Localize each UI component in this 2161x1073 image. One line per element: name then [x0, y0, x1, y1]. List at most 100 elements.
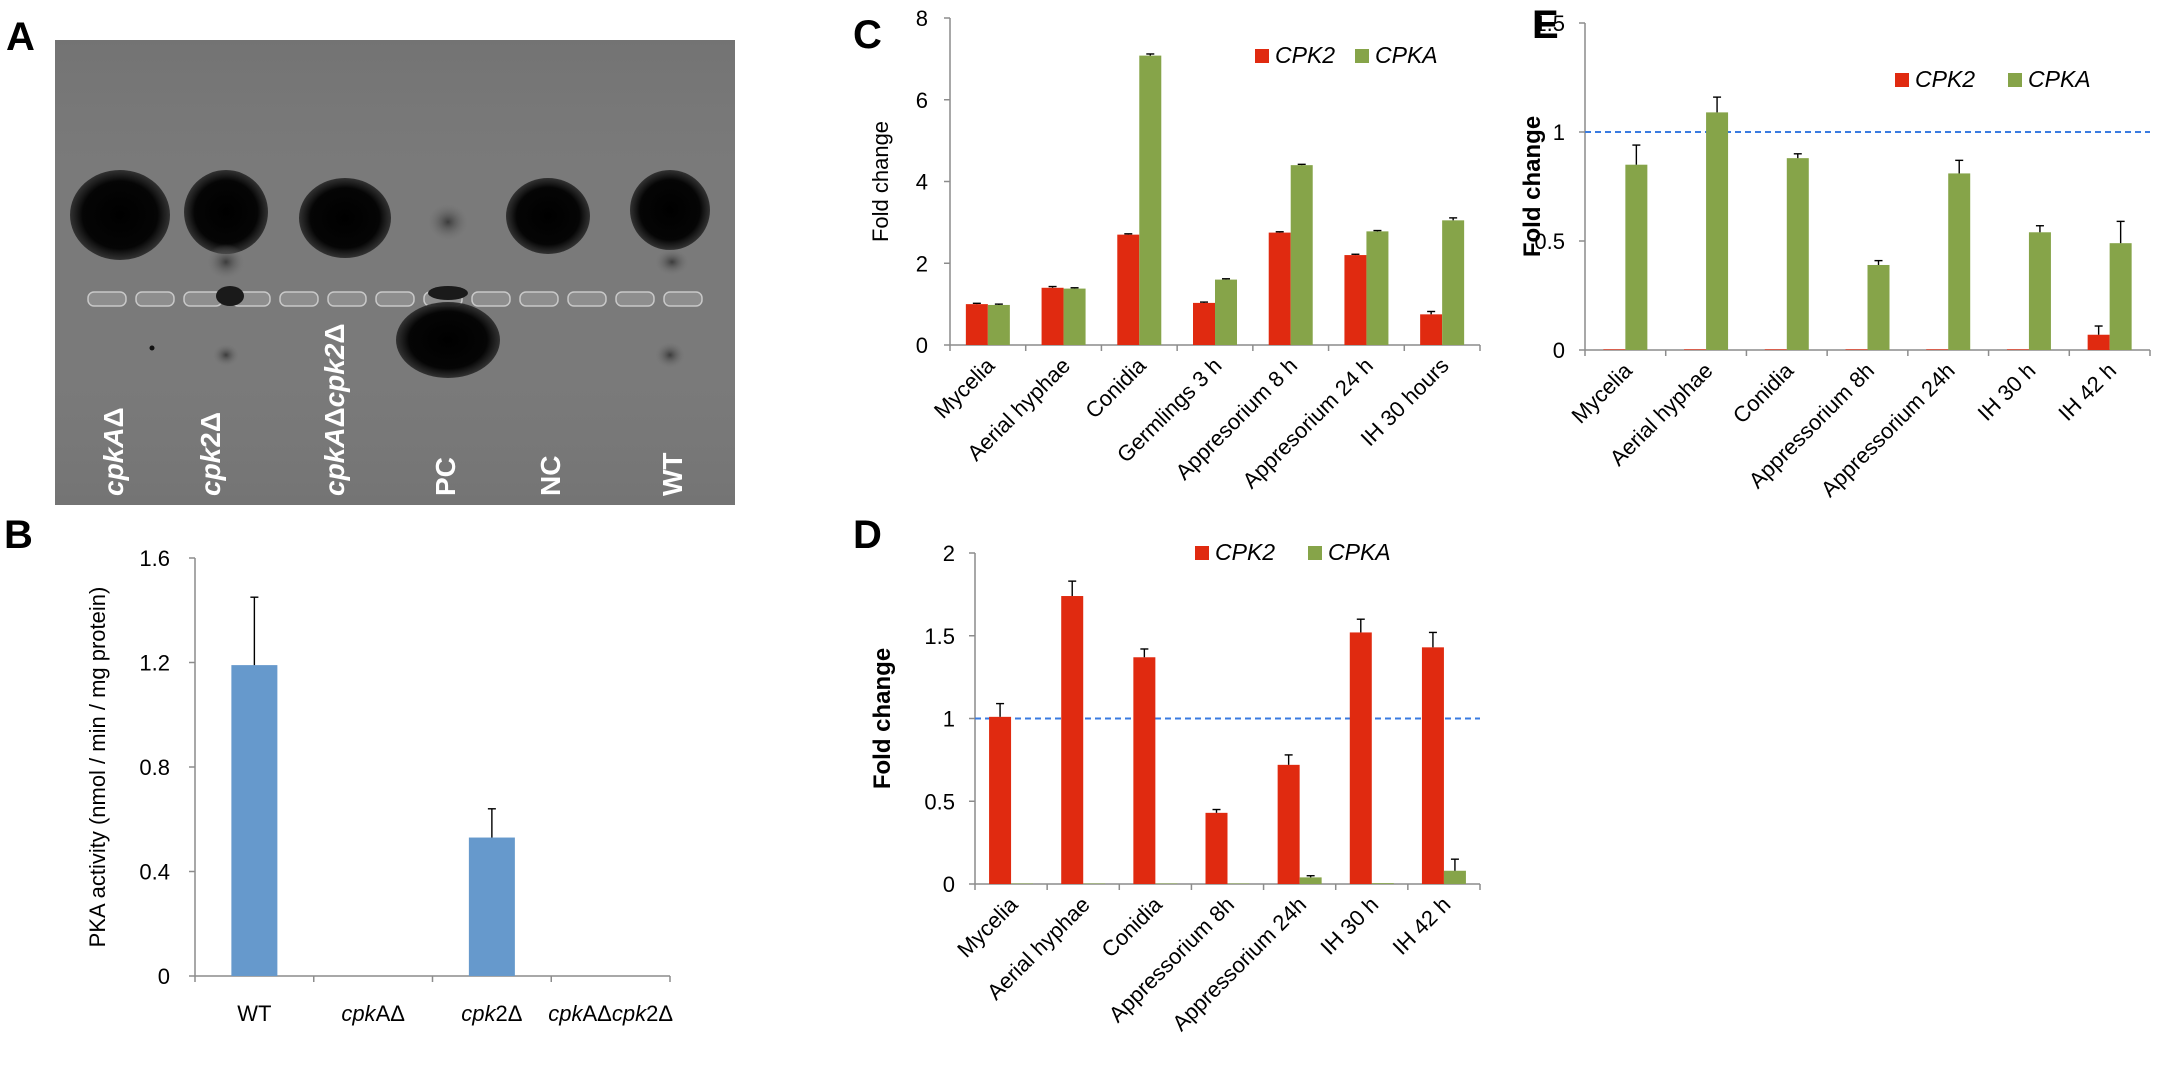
- category-label: IH 42 h: [2053, 358, 2121, 426]
- legend-label: CPKA: [1375, 42, 1438, 68]
- y-tick-label: 4: [916, 170, 928, 195]
- spot-lane-2-smear: [206, 244, 246, 280]
- category-label: IH 30 h: [1315, 892, 1383, 960]
- panel-letter-d: D: [853, 513, 882, 557]
- cpk2-bar: [1764, 349, 1787, 350]
- category-label: Conidia: [1096, 891, 1167, 962]
- cpka-bar: [1299, 877, 1322, 884]
- y-tick-label: 2: [943, 541, 955, 566]
- category-label: Mycelia: [1566, 357, 1637, 428]
- gel-shading: [55, 40, 735, 505]
- spot-lane-5-top: [506, 178, 590, 254]
- y-tick-label: 1: [1553, 120, 1565, 145]
- cpka-bar: [1139, 55, 1162, 345]
- cpk2-bar: [1603, 349, 1626, 350]
- category-label: Appressorium 24h: [1816, 358, 1960, 502]
- category-label: IH 42 h: [1388, 892, 1456, 960]
- spot-lane-2-well: [216, 286, 244, 306]
- category-label-part: cpk: [548, 1001, 583, 1026]
- category-label: Conidia: [1728, 357, 1799, 428]
- cpka-bar: [1366, 231, 1389, 345]
- lane-label-6: WT: [657, 452, 688, 496]
- cpka-bar: [1786, 158, 1809, 350]
- lane-label-4: PC: [430, 457, 461, 496]
- category-label-part: AΔ: [376, 1001, 406, 1026]
- category-label: cpkAΔ: [341, 1001, 405, 1026]
- legend-swatch: [2008, 73, 2022, 87]
- category-label-part: cpk: [341, 1001, 376, 1026]
- cpk2-bar: [1421, 647, 1444, 884]
- legend-swatch: [1308, 546, 1322, 560]
- cpka-bar: [2028, 232, 2051, 350]
- y-tick-label: 1.5: [1534, 11, 1565, 36]
- gel-spots: [70, 170, 710, 378]
- lane-label-1: cpkAΔ: [98, 407, 129, 496]
- y-axis-title: PKA activity (nmol / min / mg protein): [85, 587, 110, 948]
- legend-label: CPKA: [1328, 539, 1391, 565]
- y-tick-label: 6: [916, 88, 928, 113]
- pka-bar: [231, 665, 278, 976]
- legend-swatch: [1895, 73, 1909, 87]
- y-tick-label: 2: [916, 251, 928, 276]
- category-label: Mycelia: [952, 891, 1023, 962]
- cpk2-bar: [1133, 657, 1156, 884]
- y-tick-label: 0.5: [924, 789, 955, 814]
- cpk2-bar: [1684, 349, 1707, 350]
- category-label: IH 30 h: [1973, 358, 2041, 426]
- category-label-part: 2Δ: [496, 1001, 523, 1026]
- y-axis-title: Fold change: [869, 648, 896, 789]
- cpk2-bar: [1117, 234, 1140, 345]
- category-label-part: WT: [237, 1001, 271, 1026]
- category-label: Appressorium 8h: [1104, 892, 1239, 1027]
- category-label-part: AΔ: [582, 1001, 612, 1026]
- category-label-part: cpk: [612, 1001, 647, 1026]
- cpka-bar: [987, 304, 1010, 345]
- cpka-bar: [1371, 883, 1394, 884]
- cpk2-bar: [1277, 764, 1300, 884]
- cpka-bar: [1290, 165, 1313, 345]
- cpk2-bar: [2087, 334, 2110, 350]
- y-axis-title: Fold change: [868, 121, 893, 242]
- cpka-bar: [1215, 279, 1237, 345]
- spot-lane-2-faint: [212, 343, 240, 367]
- y-tick-label: 1: [943, 707, 955, 732]
- spot-lane-4-faint: [426, 202, 470, 242]
- panel-letter-b: B: [4, 513, 33, 557]
- y-tick-label: 0: [1553, 338, 1565, 363]
- cpka-bar: [1063, 288, 1086, 345]
- category-label: cpk2Δ: [461, 1001, 522, 1026]
- panel-letter-e: E: [1532, 3, 1559, 47]
- legend-label: CPK2: [1215, 539, 1275, 565]
- cpk2-bar: [1420, 314, 1443, 345]
- cpk2-bar: [1061, 596, 1084, 884]
- legend-label: CPK2: [1275, 42, 1335, 68]
- y-tick-label: 1.5: [924, 624, 955, 649]
- spot-lane-3-top: [299, 178, 391, 258]
- cpk2-bar: [1349, 632, 1372, 884]
- cpka-bar: [1948, 173, 1971, 350]
- category-label: Mycelia: [929, 352, 1000, 423]
- category-label: Conidia: [1080, 352, 1151, 423]
- spot-lane-6-faint: [654, 341, 686, 369]
- legend-swatch: [1355, 49, 1369, 63]
- cpka-bar: [2109, 243, 2132, 350]
- cpk2-bar: [1268, 232, 1291, 345]
- cpk2-bar: [989, 716, 1012, 884]
- legend-label: CPK2: [1915, 66, 1975, 92]
- cpka-bar: [1443, 870, 1466, 884]
- category-label: Appressorium 24h: [1167, 892, 1311, 1036]
- cpka-bar: [1625, 164, 1648, 350]
- category-label-part: cpk: [461, 1001, 496, 1026]
- y-tick-label: 0.5: [1534, 229, 1565, 254]
- y-tick-label: 1.2: [139, 651, 170, 676]
- pka-bar: [468, 837, 515, 976]
- cpk2-bar: [965, 304, 988, 345]
- cpk2-bar: [1041, 287, 1064, 345]
- legend-label: CPKA: [2028, 66, 2091, 92]
- cpk2-bar: [2006, 349, 2029, 350]
- category-label-part: 2Δ: [646, 1001, 673, 1026]
- category-label: Appresorium 24 h: [1237, 353, 1377, 493]
- spot-lane-2-top: [184, 170, 268, 254]
